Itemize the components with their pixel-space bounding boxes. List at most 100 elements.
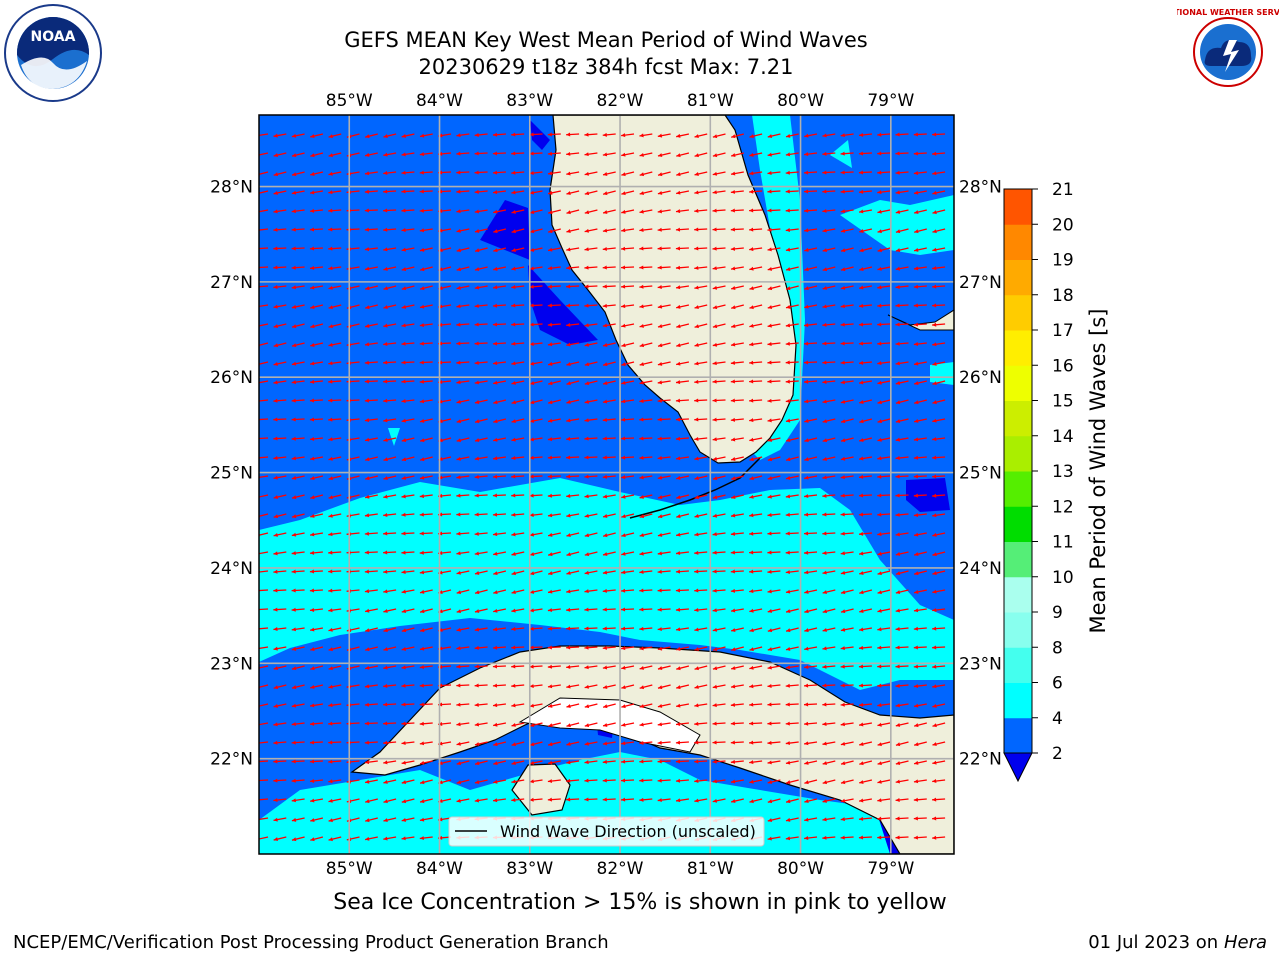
direction-arrow-head [273, 532, 278, 537]
direction-arrow-head [566, 533, 571, 538]
direction-arrow-head [328, 285, 333, 290]
direction-arrow-head [895, 626, 900, 631]
direction-arrow-head [584, 132, 589, 137]
lon-tick-label: 81°W [687, 91, 734, 111]
direction-arrow-head [621, 191, 626, 196]
direction-arrow-head [895, 723, 901, 727]
direction-arrow-head [639, 646, 644, 651]
direction-arrow-head [804, 247, 809, 252]
direction-arrow [259, 779, 269, 782]
direction-arrow-head [566, 322, 571, 327]
direction-arrow-head [364, 418, 370, 423]
direction-arrow-head [621, 323, 626, 328]
direction-arrow-head [566, 381, 571, 386]
lon-tick-label: 80°W [777, 91, 824, 111]
direction-arrow-head [657, 475, 663, 480]
direction-arrow-head [877, 170, 882, 175]
direction-arrow-head [785, 512, 790, 517]
colorbar-tick-label: 12 [1052, 497, 1074, 517]
direction-arrow-head [584, 607, 589, 612]
direction-arrow-head [493, 209, 498, 214]
direction-arrow-head [492, 683, 498, 688]
direction-arrow-head [914, 229, 919, 234]
direction-arrow-head [383, 550, 388, 555]
lat-tick-label: 22°N [959, 750, 1002, 770]
direction-arrow-head [858, 702, 864, 707]
direction-arrow-head [328, 740, 333, 745]
direction-arrow-head [676, 627, 681, 632]
direction-arrow-head [273, 778, 278, 783]
direction-arrow-head [474, 493, 479, 498]
direction-arrow [259, 817, 269, 821]
direction-arrow-head [419, 341, 424, 346]
direction-arrow-head [731, 153, 736, 157]
direction-arrow-head [694, 740, 699, 745]
direction-arrow-head [859, 400, 864, 404]
direction-arrow-head [913, 284, 919, 289]
direction-arrow-head [767, 437, 773, 442]
direction-arrow-head [932, 589, 937, 594]
direction-arrow-head [328, 550, 333, 555]
direction-arrow-head [676, 495, 681, 500]
direction-arrow-head [492, 512, 498, 517]
direction-arrow-head [456, 304, 461, 309]
colorbar-tick-label: 8 [1052, 638, 1063, 658]
direction-arrow-head [511, 664, 516, 669]
direction-arrow-head [639, 399, 644, 403]
direction-arrow-head [840, 512, 845, 517]
direction-arrow-head [309, 208, 315, 213]
direction-arrow-head [547, 797, 552, 802]
direction-arrow-head [365, 266, 370, 271]
direction-arrow-head [639, 551, 644, 556]
direction-arrow-head [474, 609, 480, 613]
direction-arrow-head [712, 456, 718, 461]
direction-arrow [259, 589, 269, 592]
direction-arrow-head [364, 550, 369, 555]
direction-arrow-head [492, 493, 498, 498]
direction-arrow-head [474, 151, 479, 156]
direction-arrow-head [328, 246, 333, 251]
direction-arrow-head [804, 855, 808, 859]
direction-arrow-head [877, 132, 882, 137]
direction-arrow-head [328, 703, 333, 708]
direction-arrow-head [529, 229, 535, 234]
direction-arrow-head [365, 818, 370, 823]
colorbar-tick-label: 9 [1052, 603, 1063, 623]
direction-arrow-head [749, 286, 754, 291]
direction-arrow-head [474, 303, 479, 308]
direction-arrow-head [767, 683, 772, 688]
nws-logo-text: NATIONAL WEATHER SERVICE [1177, 8, 1279, 17]
direction-arrow [914, 856, 927, 858]
direction-arrow-head [877, 361, 882, 366]
direction-arrow-head [749, 134, 754, 139]
direction-arrow-head [566, 856, 570, 860]
direction-arrow-head [730, 721, 735, 726]
direction-arrow-head [547, 322, 552, 327]
direction-arrow-head [383, 494, 388, 499]
direction-arrow-head [566, 493, 571, 498]
colorbar-segment [1004, 717, 1032, 754]
direction-arrow-head [310, 627, 315, 632]
direction-arrow-head [914, 532, 919, 537]
direction-arrow-head [804, 457, 809, 462]
direction-arrow-head [859, 229, 864, 233]
direction-arrow-head [328, 361, 333, 366]
direction-arrow-head [310, 856, 314, 860]
direction-arrow-head [291, 456, 296, 461]
direction-arrow [804, 856, 817, 857]
direction-arrow-head [584, 265, 589, 270]
direction-arrow-head [657, 190, 663, 195]
direction-arrow-head [676, 304, 681, 309]
lat-tick-label: 28°N [959, 178, 1002, 198]
direction-arrow-head [731, 324, 736, 328]
direction-arrow-head [291, 514, 297, 519]
direction-arrow-head [273, 304, 278, 309]
direction-arrow-head [383, 189, 388, 194]
cyan-patch-small [388, 428, 400, 446]
direction-arrow-head [291, 607, 296, 612]
direction-arrow-head [932, 855, 936, 859]
direction-arrow-head [328, 721, 333, 726]
direction-arrow-head [858, 645, 864, 650]
direction-arrow [259, 646, 269, 650]
direction-arrow-head [804, 189, 809, 194]
